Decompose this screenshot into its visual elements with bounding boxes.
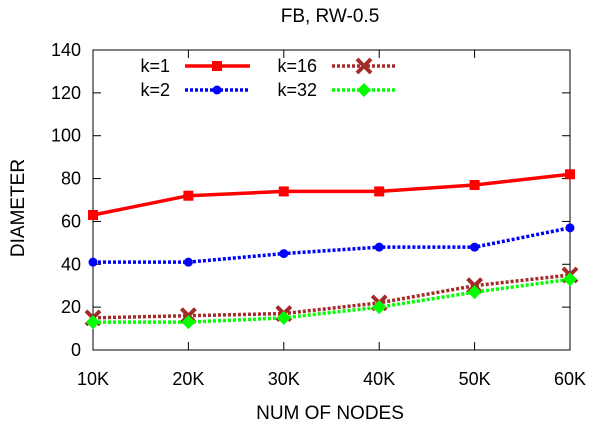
y-axis-label: DIAMETER xyxy=(8,159,29,257)
data-point xyxy=(212,85,222,95)
data-point xyxy=(88,257,98,267)
series-line xyxy=(92,172,571,217)
y-tick-label: 140 xyxy=(51,40,81,60)
data-point xyxy=(278,186,289,197)
x-tick-label: 40K xyxy=(363,369,395,389)
y-tick-label: 120 xyxy=(51,83,81,103)
legend-label: k=2 xyxy=(140,80,170,100)
y-tick-label: 40 xyxy=(61,254,81,274)
series-k-32 xyxy=(86,272,577,330)
plot-frame xyxy=(92,49,571,351)
data-point xyxy=(279,249,289,259)
series-line xyxy=(92,273,571,320)
data-point xyxy=(374,186,385,197)
data-point xyxy=(565,223,575,233)
x-tick-label: 10K xyxy=(77,369,109,389)
y-tick-label: 20 xyxy=(61,297,81,317)
series-k-2 xyxy=(88,223,575,267)
series-k-1 xyxy=(88,169,575,220)
y-tick-label: 80 xyxy=(61,169,81,189)
data-point xyxy=(565,169,575,180)
series-line xyxy=(93,226,571,264)
data-point xyxy=(181,315,196,330)
data-point xyxy=(86,315,100,330)
data-point xyxy=(88,210,98,220)
legend-label: k=32 xyxy=(277,80,317,100)
y-tick-label: 60 xyxy=(61,211,81,231)
x-tick-label: 30K xyxy=(268,369,300,389)
legend-label: k=16 xyxy=(277,56,317,76)
x-tick-label: 60K xyxy=(554,369,586,389)
data-point xyxy=(183,257,193,267)
data-point xyxy=(357,83,371,97)
y-tick-label: 100 xyxy=(51,126,81,146)
x-tick-label: 50K xyxy=(459,369,491,389)
legend: k=1 k=2 k=16 k=32 xyxy=(140,56,397,100)
series-group xyxy=(84,169,579,330)
data-point xyxy=(374,242,384,252)
data-point xyxy=(467,285,482,300)
chart-title: FB, RW-0.5 xyxy=(281,6,380,27)
data-point xyxy=(470,242,480,252)
data-point xyxy=(183,190,194,201)
axes: 0 20 40 60 80 100 120 140 10K 20K 30K 40K 50K 60K xyxy=(51,40,586,389)
series-k-16 xyxy=(84,266,579,327)
data-point xyxy=(469,180,480,190)
data-point xyxy=(212,61,222,71)
data-point xyxy=(372,300,387,315)
y-tick-label: 0 xyxy=(71,340,81,360)
x-axis-label: NUM OF NODES xyxy=(256,403,404,424)
x-tick-label: 20K xyxy=(172,369,204,389)
data-point xyxy=(355,57,373,75)
legend-label: k=1 xyxy=(140,56,170,76)
data-point xyxy=(276,310,291,325)
data-point xyxy=(563,272,577,287)
